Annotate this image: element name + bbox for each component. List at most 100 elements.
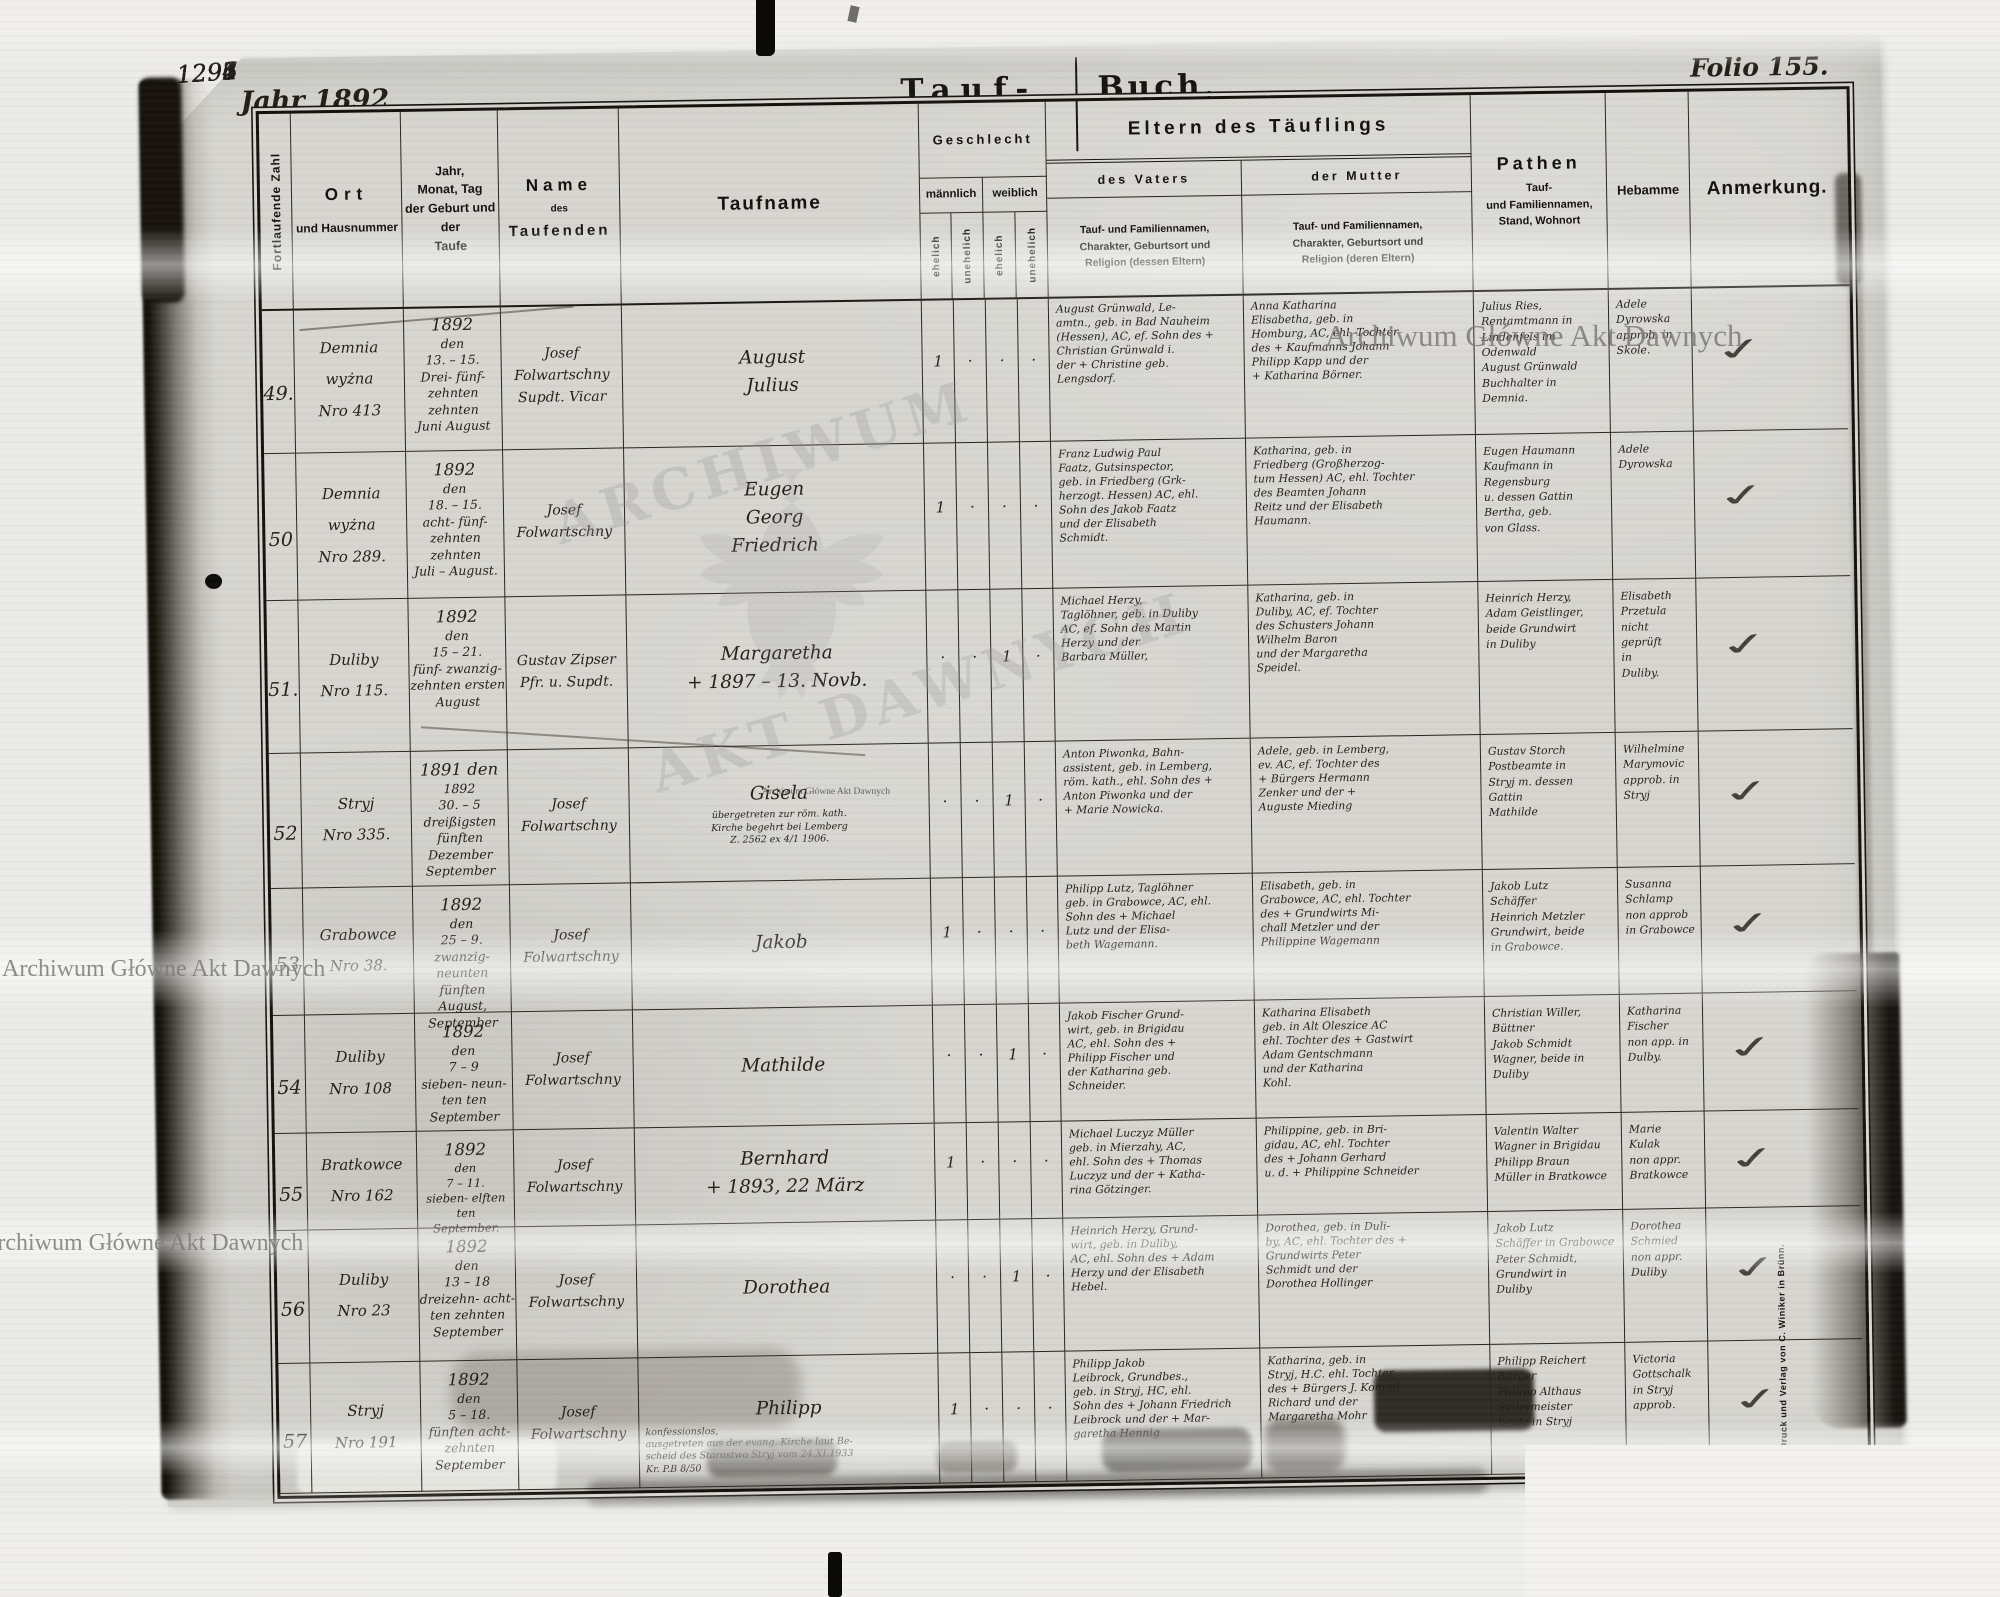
- cell-datum: 1892 den 7 – 11. sieben- elften ten Sept…: [416, 1130, 516, 1236]
- torn-edge-left-dark: [139, 77, 185, 303]
- cell-weiblich-ehelich: 1: [1000, 1219, 1035, 1353]
- vater-sub-label: Tauf- und Familiennamen, Charakter, Gebu…: [1079, 222, 1211, 270]
- cell-pathen: Heinrich Herzy, Adam Geistlinger, beide …: [1478, 579, 1616, 736]
- cell-ort: Stryj Nro 191: [310, 1361, 423, 1494]
- weiblich-band: weiblich: [982, 176, 1048, 213]
- cell-laufnummer: 57: [278, 1363, 313, 1494]
- cell-taeufer: Josef Folwartschny: [507, 748, 631, 886]
- cell-mutter: Philippine, geb. in Bri- gidau, AC, ehl.…: [1256, 1114, 1489, 1216]
- cell-maennlich-unehelich: ·: [960, 742, 995, 879]
- vater-sub-band: Tauf- und Familiennamen, Charakter, Gebu…: [1047, 195, 1244, 297]
- cell-taeufer: Josef Folwartschny: [503, 448, 627, 598]
- register-table: Fortlaufende Zahl Ort und Hausnummer Jah…: [255, 86, 1872, 1500]
- taufname-text: August Julius: [738, 346, 806, 397]
- maennlich-label: männlich: [925, 188, 977, 202]
- cell-mutter: Katharina, geb. in Stryj, H.C. ehl. Toch…: [1260, 1344, 1493, 1479]
- taufname-text: Margaretha + 1897 – 13. Novb.: [686, 642, 868, 694]
- cell-laufnummer: 55: [274, 1133, 309, 1231]
- cell-weiblich-ehelich: ·: [1002, 1352, 1037, 1483]
- taufname-label: Taufname: [717, 191, 823, 215]
- hebamme-label: Hebamme: [1616, 181, 1680, 198]
- cell-vater: Anton Piwonka, Bahn- assistent, geb. in …: [1055, 738, 1253, 877]
- cell-anmerkung: ✓: [1702, 991, 1859, 1112]
- cell-laufnummer: 53: [270, 888, 305, 1017]
- cell-weiblich-unehelich: ·: [1017, 296, 1051, 443]
- pathen-label: Pathen: [1496, 152, 1581, 174]
- cell-ort: Bratkowce Nro 162: [306, 1131, 419, 1231]
- cell-mutter: Katharina, geb. in Duliby, AC, ef. Tocht…: [1248, 582, 1481, 739]
- cell-vater: August Grünwald, Le- amtn., geb. in Bad …: [1048, 293, 1246, 442]
- cell-laufnummer: 52: [268, 753, 303, 890]
- cell-anmerkung: ✓: [1698, 729, 1855, 867]
- cell-weiblich-ehelich: 1: [996, 1004, 1031, 1123]
- cell-taeufer: Josef Folwartschny: [509, 883, 633, 1013]
- cell-maennlich-unehelich: ·: [968, 1219, 1003, 1354]
- cell-maennlich-ehelich: ·: [936, 1220, 971, 1354]
- col-header-eltern: Eltern des Täuflings des Vaters der Mutt…: [1045, 95, 1474, 297]
- scan-background-corner: [1525, 1445, 2000, 1597]
- cell-taufname: Bernhard + 1893, 22 März: [634, 1123, 937, 1226]
- cell-taufname: Gisela übergetreten zur röm. kath. Kirche…: [628, 743, 931, 884]
- cell-hebamme: Wilhelmine Marymovic approb. in Stryj: [1615, 731, 1701, 868]
- cell-taufname: Jakob: [630, 878, 933, 1011]
- cell-vater: Michael Herzy, Taglöhner, geb. in Duliby…: [1053, 585, 1251, 742]
- cell-datum: 1892 den 25 – 9. zwanzig- neunten fünfte…: [412, 885, 512, 1030]
- cell-mutter: Katharina Elisabeth geb. in Alt Oleszice…: [1254, 996, 1487, 1119]
- col-header-ort: Ort und Hausnummer: [290, 111, 404, 309]
- eltern-label-band: Eltern des Täuflings: [1045, 95, 1472, 164]
- cell-datum: 1891 den 1892 30. – 5 dreißigsten fünfte…: [410, 750, 510, 887]
- cell-taeufer: Josef Folwartschny: [515, 1225, 639, 1361]
- cell-weiblich-unehelich: ·: [1034, 1351, 1068, 1483]
- table-body: 49. Demnia wyżna Nro 413 1892 den 13. – …: [261, 284, 1865, 1494]
- cell-taufname: August Julius: [621, 298, 924, 449]
- table-header: Fortlaufende Zahl Ort und Hausnummer Jah…: [258, 89, 1850, 312]
- cell-datum: 1892 den 5 – 18. fünften acht- zehnten S…: [420, 1360, 520, 1492]
- document-page: Jahr 1892 Tauf- Buch. Folio 155. Fortlau…: [145, 32, 1907, 1508]
- cell-maennlich-unehelich: ·: [955, 442, 991, 591]
- unehelich-w-cell: unehelich: [1015, 212, 1048, 297]
- cell-weiblich-ehelich: ·: [998, 1122, 1033, 1220]
- cell-weiblich-unehelich: ·: [1032, 1218, 1066, 1353]
- cell-mutter: Katharina, geb. in Friedberg (Großherzog…: [1245, 435, 1479, 586]
- cell-pathen: Jakob Lutz Schäffer Heinrich Metzler Gru…: [1482, 867, 1620, 997]
- cell-taufname: Eugen Georg Friedrich: [624, 443, 927, 596]
- cell-laufnummer: 56: [276, 1230, 311, 1364]
- ort-label: Ort: [324, 183, 369, 204]
- cell-vater: Philipp Lutz, Taglöhner geb. in Grabowce…: [1057, 873, 1255, 1004]
- cell-maennlich-unehelich: ·: [962, 877, 997, 1006]
- taufname-text: Jakob: [754, 931, 808, 954]
- cell-vater: Jakob Fischer Grund- wirt, geb. in Brigi…: [1059, 1000, 1257, 1122]
- pathen-sub-label: Tauf- und Familiennamen, Stand, Wohnort: [1486, 182, 1593, 228]
- cell-laufnummer: 49.: [261, 308, 297, 455]
- cell-ort: Duliby Nro 115.: [298, 598, 411, 754]
- cell-ort: Grabowce Nro 38.: [302, 886, 415, 1016]
- cell-datum: 1892 den 15 – 21. fünf- zwanzig- zehnten…: [408, 597, 508, 752]
- col-header-datum: Jahr, Monat, Tag der Geburt und der Tauf…: [400, 110, 501, 307]
- taufenden-label: Taufenden: [508, 221, 611, 240]
- ehelich-m-cell: ehelich: [920, 213, 953, 299]
- vater-band: des Vaters: [1046, 160, 1243, 199]
- maennlich-band: männlich: [919, 177, 984, 214]
- col-header-pathen: Pathen Tauf- und Familiennamen, Stand, W…: [1470, 92, 1609, 291]
- cell-maennlich-unehelich: ·: [958, 589, 993, 744]
- name-label: Name: [525, 174, 593, 195]
- cell-weiblich-unehelich: ·: [1022, 588, 1056, 743]
- checkmark: ✓: [1712, 625, 1778, 664]
- taufname-note: konfessionslos, ausgetreten aus der evan…: [645, 1425, 854, 1475]
- taufname-text: Philipp: [755, 1397, 822, 1420]
- cell-weiblich-unehelich: ·: [1030, 1121, 1064, 1220]
- cell-taufname: Dorothea: [636, 1220, 939, 1359]
- col-header-taeufer: Name des Taufenden: [497, 108, 622, 306]
- unehelich-label: unehelich: [961, 227, 974, 284]
- ink-mark: [847, 5, 860, 23]
- taufname-note: übergetreten zur röm. kath. Kirche begeh…: [711, 808, 848, 846]
- cell-taufname: Margaretha + 1897 – 13. Novb.: [626, 590, 929, 749]
- cell-weiblich-unehelich: ·: [1028, 1003, 1062, 1123]
- taufname-text: Gisela: [749, 782, 809, 805]
- unehelich-m-cell: unehelich: [951, 212, 985, 299]
- cell-ort: Demnia wyżna Nro 289.: [296, 451, 409, 601]
- cell-maennlich-ehelich: 1: [938, 1353, 973, 1484]
- cell-ort: Demnia wyżna Nro 413: [293, 306, 407, 454]
- col-header-anmerkung: Anmerkung.: [1689, 89, 1846, 286]
